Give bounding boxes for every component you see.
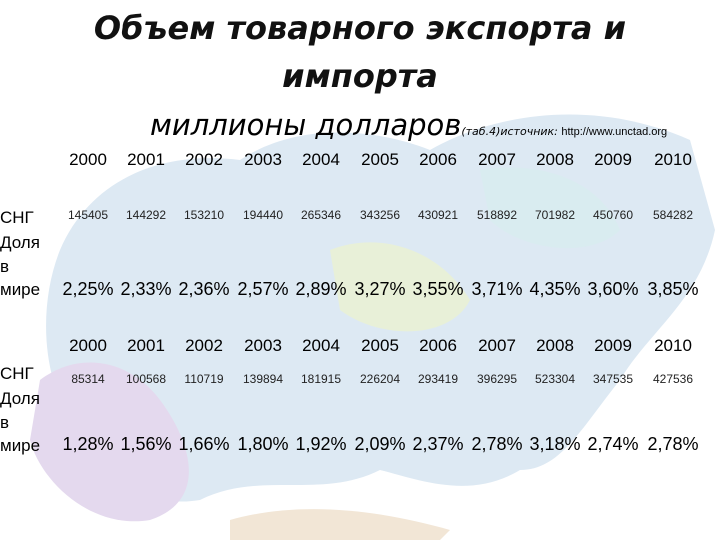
value-cell: 396295 [476, 372, 518, 386]
year-header: 2004 [302, 336, 340, 355]
year-header: 2007 [478, 150, 516, 169]
year-header: 2008 [536, 336, 574, 355]
row-label: СНГ [0, 364, 34, 383]
value-cell: 430921 [417, 208, 459, 222]
subtitle: миллионы долларов [150, 108, 462, 142]
value-cell: 110719 [184, 372, 224, 386]
year-header: 2000 [69, 150, 107, 169]
value-cell: 194440 [242, 208, 284, 222]
value-cell: 584282 [652, 208, 694, 222]
share-cell: 1,66% [178, 434, 230, 454]
value-cell: 153210 [183, 208, 225, 222]
year-header: 2007 [478, 336, 516, 355]
value-cell: 343256 [359, 208, 401, 222]
year-header: 2006 [419, 336, 457, 355]
share-cell: 1,28% [62, 434, 114, 454]
row-label: Доля в мире [0, 389, 41, 455]
source-note: (таб.4)источник: [461, 125, 562, 138]
year-header: 2001 [127, 150, 165, 169]
share-cell: 2,89% [295, 279, 347, 299]
value-cell: 139894 [242, 372, 284, 386]
value-cell: 265346 [300, 208, 342, 222]
share-cell: 3,71% [471, 279, 523, 299]
share-cell: 1,92% [295, 434, 347, 454]
title: Объем товарного экспорта и импорта [93, 9, 627, 95]
value-cell: 85314 [71, 372, 105, 386]
share-cell: 2,37% [412, 434, 464, 454]
value-cell: 347535 [592, 372, 634, 386]
year-header: 2009 [594, 150, 632, 169]
year-header: 2006 [419, 150, 457, 169]
value-cell: 523304 [534, 372, 576, 386]
year-header: 2005 [361, 336, 399, 355]
share-cell: 3,85% [647, 279, 699, 299]
row-label: Доля в мире [0, 233, 41, 299]
value-cell: 145405 [67, 208, 109, 222]
share-cell: 3,18% [529, 434, 581, 454]
share-cell: 1,56% [120, 434, 172, 454]
value-cell: 226204 [359, 372, 401, 386]
value-cell: 518892 [476, 208, 518, 222]
share-cell: 2,78% [471, 434, 523, 454]
year-header: 2009 [594, 336, 632, 355]
value-cell: 181915 [300, 372, 342, 386]
year-header: 2008 [536, 150, 574, 169]
share-cell: 2,09% [354, 434, 406, 454]
share-cell: 2,25% [62, 279, 114, 299]
share-cell: 2,33% [120, 279, 172, 299]
share-cell: 2,36% [178, 279, 230, 299]
year-header: 2003 [244, 150, 282, 169]
source-link[interactable]: http://www.unctad.org [561, 126, 668, 138]
year-header: 2002 [185, 150, 223, 169]
year-header: 2010 [654, 336, 692, 355]
value-cell: 144292 [125, 208, 167, 222]
share-cell: 1,80% [237, 434, 289, 454]
share-cell: 2,78% [647, 434, 699, 454]
year-header: 2005 [361, 150, 399, 169]
year-header: 2001 [127, 336, 165, 355]
value-cell: 293419 [417, 372, 459, 386]
year-header: 2003 [244, 336, 282, 355]
year-header: 2002 [185, 336, 223, 355]
share-cell: 2,57% [237, 279, 289, 299]
share-cell: 3,55% [412, 279, 464, 299]
year-header: 2004 [302, 150, 340, 169]
value-cell: 100568 [125, 372, 167, 386]
value-cell: 450760 [592, 208, 634, 222]
share-cell: 3,60% [587, 279, 639, 299]
value-cell: 427536 [652, 372, 694, 386]
share-cell: 4,35% [529, 279, 581, 299]
share-cell: 2,74% [587, 434, 639, 454]
value-cell: 701982 [534, 208, 576, 222]
year-header: 2000 [69, 336, 107, 355]
share-cell: 3,27% [354, 279, 406, 299]
year-header: 2010 [654, 150, 692, 169]
row-label: СНГ [0, 208, 34, 227]
